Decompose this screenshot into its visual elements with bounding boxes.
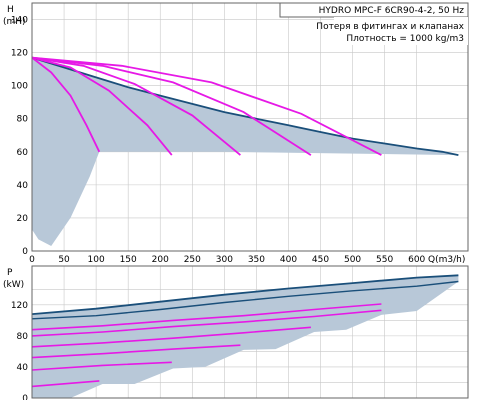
head-y-tick-label: 120 xyxy=(11,49,28,59)
power-y-tick-label: 80 xyxy=(17,332,29,342)
x-tick-label: 200 xyxy=(152,255,169,265)
head-y-tick-label: 60 xyxy=(17,148,29,158)
x-tick-label: 550 xyxy=(376,255,393,265)
power-y-tick-label: 40 xyxy=(17,363,29,373)
power-y-tick-label: 0 xyxy=(22,394,28,400)
info-notes-box xyxy=(334,17,468,45)
power-envelope-lower-line xyxy=(31,280,459,320)
head-y-tick-label: 20 xyxy=(17,214,29,224)
head-pump-curve-3 xyxy=(31,56,241,156)
power-pump-line-6 xyxy=(31,303,382,331)
power-chart: 0 40 80 120 P (kW) xyxy=(3,265,469,404)
info-line-1: Потеря в фитингах и клапанах xyxy=(316,22,464,32)
x-tick-label: 250 xyxy=(184,255,201,265)
head-plot-frame xyxy=(31,2,469,252)
x-tick-label: 400 xyxy=(280,255,297,265)
head-y-tick-label: 80 xyxy=(17,115,29,125)
power-pump-line-2 xyxy=(31,361,172,371)
power-plot-frame xyxy=(31,265,469,399)
head-y-tick-label: 140 xyxy=(11,16,28,26)
power-y-tick-label: 120 xyxy=(11,301,28,311)
power-y-axis-symbol: P xyxy=(7,268,13,278)
power-envelope-top-line xyxy=(31,274,459,315)
x-tick-label: 350 xyxy=(248,255,265,265)
power-pump-line-4 xyxy=(31,326,311,348)
head-y-axis-symbol: H xyxy=(7,5,14,15)
x-tick-label: 150 xyxy=(120,255,137,265)
head-y-ticks: 0 20 40 60 80 100 120 140 xyxy=(11,16,28,257)
head-pump-curve-5 xyxy=(31,56,382,156)
power-pump-line-3 xyxy=(31,344,241,359)
head-pump-curve-1 xyxy=(31,56,101,153)
head-envelope-curve xyxy=(31,56,459,156)
x-tick-label: 0 xyxy=(29,255,35,265)
power-pump-line-1 xyxy=(31,380,100,388)
x-tick-labels: 0 50 100 150 200 250 300 350 400 450 500 550 600 xyxy=(29,255,425,265)
x-tick-label: 300 xyxy=(216,255,233,265)
power-y-ticks: 0 40 80 120 xyxy=(11,301,29,404)
info-line-2: Плотность = 1000 kg/m3 xyxy=(346,34,464,44)
info-box: HYDRO MPC-F 6CR90-4-2, 50 Hz Потеря в фи… xyxy=(279,2,469,45)
head-y-tick-label: 100 xyxy=(11,82,28,92)
head-pump-curve-4 xyxy=(31,56,312,156)
head-y-tick-label: 0 xyxy=(22,247,28,257)
x-tick-label: 500 xyxy=(344,255,361,265)
x-tick-label: 600 xyxy=(408,255,425,265)
head-chart: 0 20 40 60 80 100 120 140 H (mH) HYDRO MPC-F 6C… xyxy=(3,2,469,257)
x-tick-label: 450 xyxy=(312,255,329,265)
head-envelope xyxy=(31,56,459,246)
power-pump-line-5 xyxy=(31,309,382,337)
head-pump-curve-2 xyxy=(31,56,173,156)
power-pump-lines xyxy=(31,274,459,388)
head-y-tick-label: 40 xyxy=(17,181,29,191)
head-envelope-area xyxy=(32,57,459,246)
info-title: HYDRO MPC-F 6CR90-4-2, 50 Hz xyxy=(319,6,465,16)
x-tick-label: 50 xyxy=(58,255,70,265)
power-y-axis-unit: (kW) xyxy=(3,280,24,290)
head-y-axis-unit: (mH) xyxy=(3,17,26,27)
x-tick-label: 100 xyxy=(88,255,105,265)
head-pump-curves xyxy=(31,56,382,156)
x-axis-label: Q(m3/h) xyxy=(428,255,465,265)
